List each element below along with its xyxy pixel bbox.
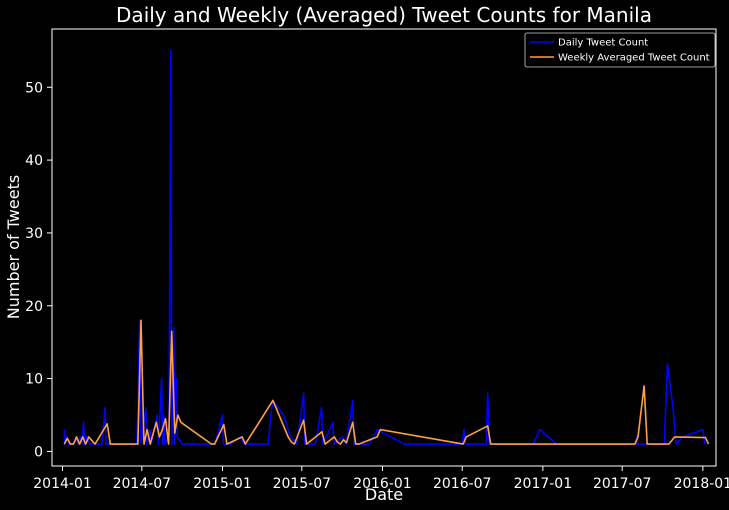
legend-label-daily: Daily Tweet Count bbox=[558, 38, 648, 49]
x-axis: 2014-01 2014-07 2015-01 2015-07 2016-01 2016-… bbox=[33, 466, 729, 492]
plot-background bbox=[52, 29, 716, 466]
legend: Daily Tweet Count Weekly Averaged Tweet … bbox=[524, 32, 716, 68]
weekly-averaged-tweet-count-line bbox=[63, 319, 710, 445]
legend-label-weekly: Weekly Averaged Tweet Count bbox=[558, 53, 710, 64]
y-tick-label-4: 40 bbox=[25, 153, 43, 169]
chart-title: Daily and Weekly (Averaged) Tweet Counts… bbox=[116, 3, 652, 27]
y-axis: 0 10 20 30 40 50 bbox=[25, 80, 52, 460]
y-tick-label-2: 20 bbox=[25, 299, 43, 315]
axes-frame bbox=[51, 28, 717, 467]
y-axis-label: Number of Tweets bbox=[4, 175, 23, 319]
x-tick-label-2: 2015-01 bbox=[193, 476, 252, 492]
x-tick-label-0: 2014-01 bbox=[33, 476, 92, 492]
y-tick-label-1: 10 bbox=[25, 372, 43, 388]
x-tick-label-1: 2014-07 bbox=[113, 476, 172, 492]
y-tick-label-3: 30 bbox=[25, 226, 43, 242]
x-tick-label-6: 2017-01 bbox=[514, 476, 573, 492]
x-tick-label-3: 2015-07 bbox=[273, 476, 332, 492]
y-tick-label-0: 0 bbox=[34, 444, 43, 460]
x-axis-label: Date bbox=[365, 485, 403, 504]
x-tick-label-8: 2018-01 bbox=[674, 476, 729, 492]
y-tick-label-5: 50 bbox=[25, 80, 43, 96]
x-tick-label-4: 2016-01 bbox=[353, 476, 412, 492]
plot-area bbox=[51, 28, 717, 467]
legend-box bbox=[524, 32, 716, 68]
x-tick-label-7: 2017-07 bbox=[593, 476, 652, 492]
x-tick-label-5: 2016-07 bbox=[433, 476, 492, 492]
